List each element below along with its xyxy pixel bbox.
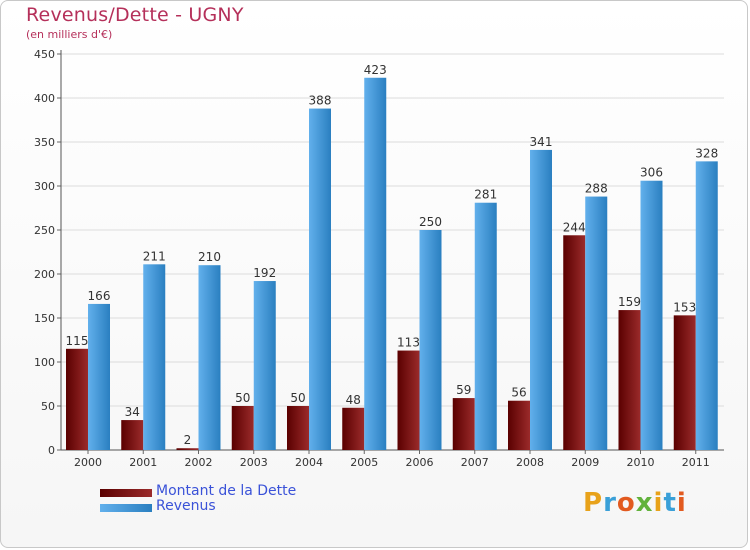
y-tick-label: 200 [34, 268, 55, 281]
bar-dette [563, 235, 586, 450]
y-tick-label: 300 [34, 180, 55, 193]
data-label: 166 [88, 289, 111, 303]
chart-title: Revenus/Dette - UGNY [26, 4, 244, 26]
data-label: 250 [419, 215, 442, 229]
bar-revenus [143, 264, 166, 450]
y-tick-label: 100 [34, 356, 55, 369]
x-tick-label: 2005 [350, 456, 378, 469]
data-label: 50 [290, 391, 305, 405]
data-label: 288 [585, 182, 608, 196]
logo-letter: i [653, 488, 664, 518]
bar-dette [508, 400, 530, 450]
y-tick-label: 150 [34, 312, 55, 325]
data-label: 2 [184, 433, 192, 447]
bar-revenus [364, 77, 387, 450]
bar-dette [397, 350, 420, 450]
y-tick-label: 450 [34, 48, 55, 61]
data-label: 281 [474, 188, 497, 202]
legend-label-dette: Montant de la Dette [156, 483, 297, 499]
bar-dette [452, 398, 475, 450]
data-label: 210 [198, 250, 221, 264]
logo-letter: i [676, 488, 687, 518]
data-label: 56 [511, 386, 526, 400]
y-tick-label: 250 [34, 224, 55, 237]
data-label: 159 [618, 295, 641, 309]
logo-letter: r [603, 488, 617, 518]
bar-revenus [88, 303, 110, 450]
x-tick-label: 2002 [185, 456, 213, 469]
legend-swatch-dette [100, 489, 152, 497]
bar-revenus [530, 149, 552, 451]
bar-revenus [198, 265, 221, 450]
bar-dette [287, 406, 309, 450]
data-label: 115 [66, 334, 89, 348]
data-label: 306 [640, 166, 663, 180]
bar-dette [673, 315, 696, 450]
legend-label-revenus: Revenus [156, 498, 216, 514]
bar-revenus [474, 202, 497, 450]
data-label: 192 [253, 266, 276, 280]
proxiti-logo: Proxiti [583, 488, 687, 518]
bar-revenus [640, 180, 663, 450]
legend-swatch-revenus [100, 504, 152, 512]
logo-letter: P [583, 488, 604, 518]
data-label: 341 [530, 135, 553, 149]
x-tick-label: 2003 [240, 456, 268, 469]
data-label: 153 [673, 300, 696, 314]
bar-dette [618, 310, 641, 450]
y-tick-label: 400 [34, 92, 55, 105]
x-tick-label: 2009 [571, 456, 599, 469]
y-tick-label: 50 [41, 400, 55, 413]
x-tick-label: 2011 [682, 456, 710, 469]
data-label: 48 [346, 393, 361, 407]
bar-dette [66, 348, 88, 450]
data-label: 34 [125, 405, 140, 419]
data-label: 244 [563, 220, 586, 234]
chart-subtitle: (en milliers d'€) [26, 28, 113, 41]
x-tick-label: 2000 [74, 456, 102, 469]
logo-letter: x [635, 488, 654, 518]
y-tick-label: 350 [34, 136, 55, 149]
bar-dette [342, 407, 365, 450]
data-label: 211 [143, 249, 166, 263]
y-tick-label: 0 [48, 444, 55, 457]
x-tick-label: 2007 [461, 456, 489, 469]
data-label: 388 [309, 94, 332, 108]
bar-revenus [309, 108, 331, 450]
bar-dette [121, 420, 144, 450]
bar-revenus [585, 196, 608, 450]
bar-revenus [419, 230, 442, 450]
data-label: 113 [397, 336, 420, 350]
x-tick-label: 2010 [627, 456, 655, 469]
logo-letter: t [663, 488, 677, 518]
x-tick-label: 2001 [129, 456, 157, 469]
bar-revenus [695, 161, 718, 451]
bar-dette [176, 448, 199, 450]
logo-letter: o [616, 488, 636, 518]
x-tick-label: 2006 [406, 456, 434, 469]
data-label: 328 [695, 146, 718, 160]
bar-dette [231, 406, 254, 450]
data-label: 423 [364, 63, 387, 77]
x-tick-label: 2004 [295, 456, 323, 469]
x-tick-label: 2008 [516, 456, 544, 469]
data-label: 50 [235, 391, 250, 405]
bar-revenus [253, 281, 276, 450]
data-label: 59 [456, 383, 471, 397]
